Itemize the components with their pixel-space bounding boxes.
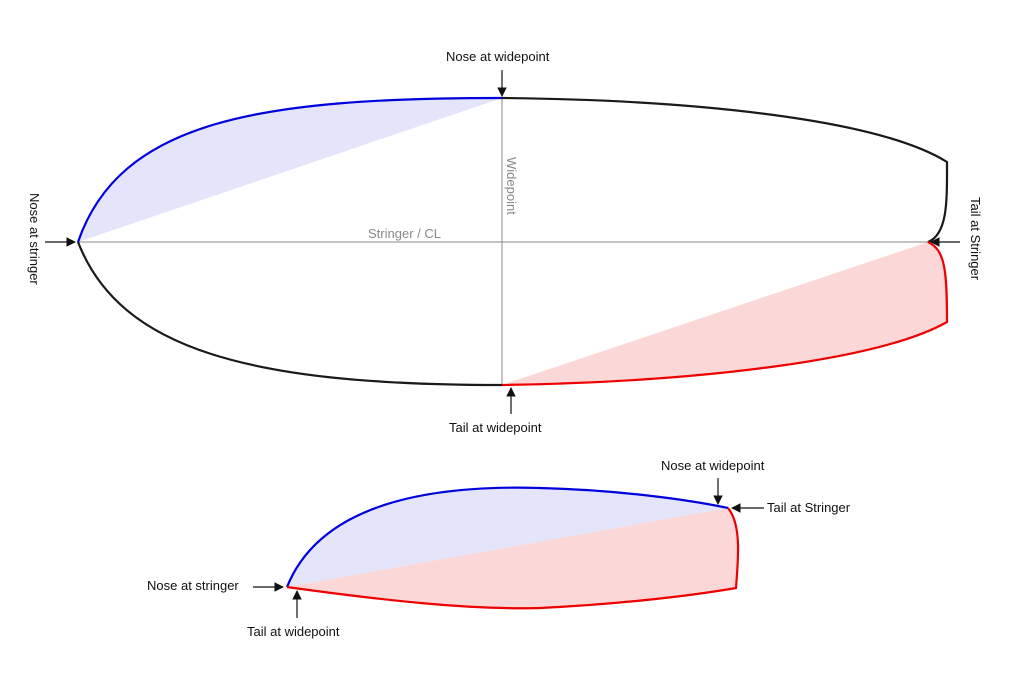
- top-nose-at-widepoint-label: Nose at widepoint: [446, 49, 550, 64]
- top-tail-at-widepoint-label: Tail at widepoint: [449, 420, 542, 435]
- top-nose-at-stringer-label: Nose at stringer: [27, 193, 42, 285]
- bottom-tail-at-stringer-label: Tail at Stringer: [767, 500, 851, 515]
- top-tail-at-stringer-label: Tail at Stringer: [968, 197, 983, 281]
- bottom-rail-nose-half-outline: [76, 241, 503, 387]
- bottom-diagram: Nose at widepoint Tail at Stringer Nose …: [147, 458, 851, 639]
- top-rail-tail-half-outline: [501, 96, 949, 244]
- widepoint-label: Widepoint: [504, 157, 519, 215]
- bottom-nose-shaded-region: [287, 487, 728, 587]
- tail-curve-outline: [501, 241, 949, 387]
- top-tail-shaded-region: [502, 242, 947, 385]
- bottom-nose-curve-outline: [285, 486, 729, 588]
- bottom-nose-at-widepoint-label: Nose at widepoint: [661, 458, 765, 473]
- stringer-label: Stringer / CL: [368, 226, 441, 241]
- nose-curve-outline: [76, 96, 503, 243]
- bottom-tail-at-widepoint-label: Tail at widepoint: [247, 624, 340, 639]
- bottom-tail-curve-outline: [286, 507, 740, 610]
- top-diagram: Stringer / CL Widepoint Nose at widepoin…: [27, 49, 983, 435]
- top-nose-shaded-region: [78, 98, 502, 242]
- bottom-nose-at-stringer-label: Nose at stringer: [147, 578, 239, 593]
- bottom-tail-shaded-region: [287, 508, 739, 609]
